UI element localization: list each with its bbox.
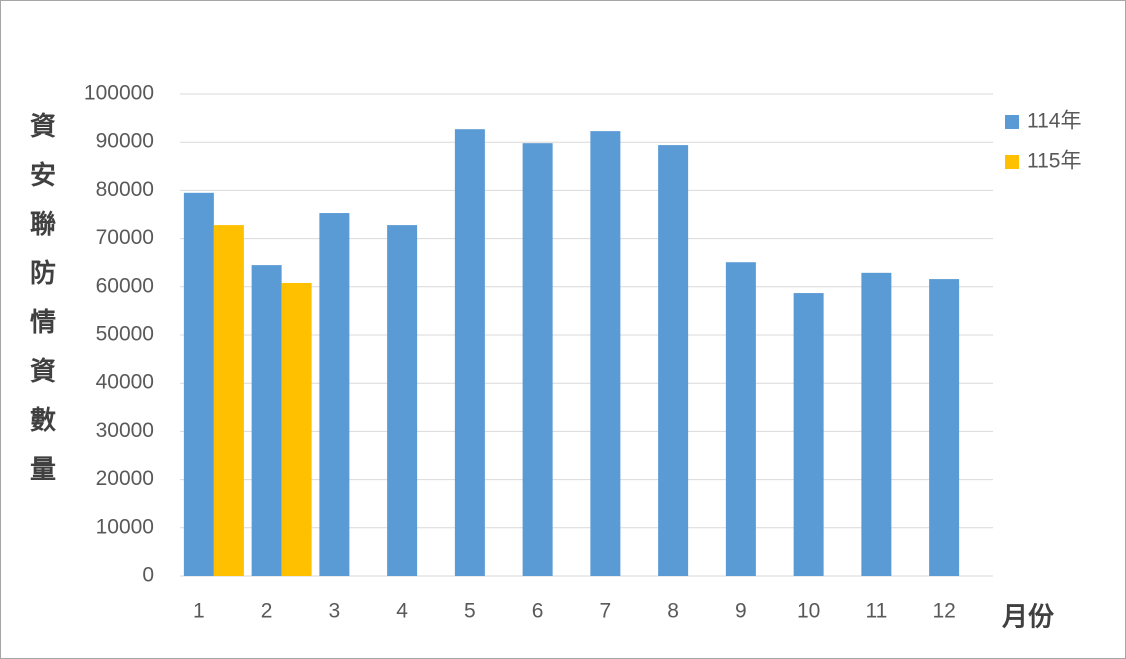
y-tick-label: 30000 <box>96 419 154 442</box>
legend-label: 114年 <box>1027 110 1081 133</box>
y-tick-label: 60000 <box>96 274 154 297</box>
x-tick-label: 1 <box>193 600 205 623</box>
x-tick-label: 11 <box>865 600 887 623</box>
legend-swatch <box>1005 115 1019 129</box>
bar <box>183 192 214 576</box>
x-tick-label: 5 <box>464 600 476 623</box>
bar <box>281 282 312 576</box>
legend-label: 115年 <box>1027 150 1081 173</box>
legend-swatch <box>1005 155 1019 169</box>
bar <box>590 131 621 576</box>
y-tick-label: 20000 <box>96 467 154 490</box>
bar <box>793 293 824 576</box>
x-axis-title: 月份 <box>1001 603 1054 633</box>
y-tick-label: 100000 <box>84 82 154 105</box>
bar <box>725 262 756 576</box>
y-axis-title: 資安聯防情資數量 <box>26 112 56 504</box>
bar <box>929 279 960 576</box>
x-tick-label: 4 <box>396 600 408 623</box>
bar <box>319 213 350 576</box>
x-tick-label: 2 <box>261 600 273 623</box>
x-tick-label: 6 <box>532 600 544 623</box>
y-tick-label: 10000 <box>96 515 154 538</box>
y-tick-label: 0 <box>142 564 154 587</box>
bar <box>861 272 892 576</box>
bar <box>251 265 282 576</box>
x-tick-label: 8 <box>667 600 679 623</box>
bar <box>658 145 689 577</box>
x-tick-label: 10 <box>797 600 820 623</box>
bar <box>213 225 244 576</box>
x-tick-label: 7 <box>600 600 612 623</box>
x-tick-label: 3 <box>329 600 341 623</box>
bar <box>387 225 418 576</box>
y-tick-label: 70000 <box>96 226 154 249</box>
y-tick-label: 50000 <box>96 323 154 346</box>
bar <box>522 143 553 576</box>
x-tick-label: 9 <box>735 600 747 623</box>
bar <box>454 129 485 576</box>
x-tick-label: 12 <box>932 600 955 623</box>
y-tick-label: 80000 <box>96 178 154 201</box>
y-tick-label: 90000 <box>96 130 154 153</box>
y-tick-label: 40000 <box>96 371 154 394</box>
